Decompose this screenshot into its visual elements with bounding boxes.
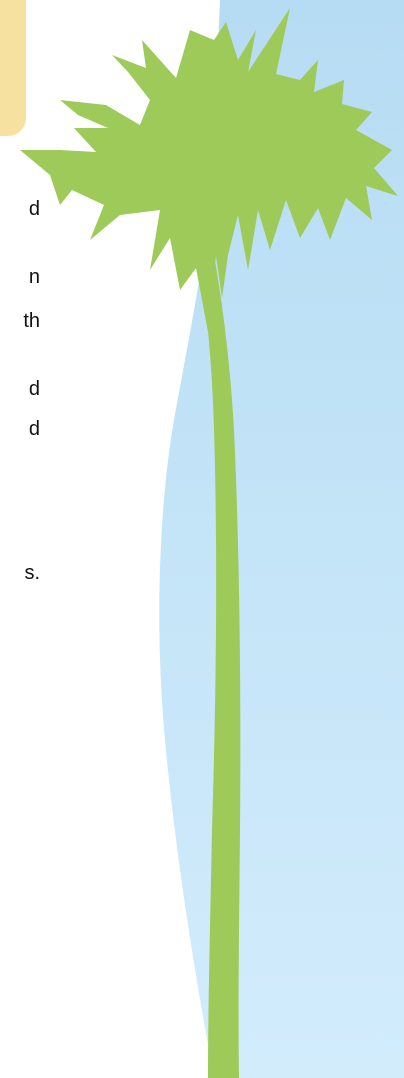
text-fragment: d bbox=[28, 378, 40, 400]
palm-frond-right bbox=[296, 104, 364, 170]
text-fragment: th bbox=[23, 310, 40, 332]
text-fragment: d bbox=[28, 198, 40, 220]
text-column: d n th d d s. bbox=[0, 0, 60, 1078]
callout-box bbox=[0, 0, 26, 136]
palm-crown bbox=[20, 8, 398, 332]
text-fragment: d bbox=[28, 418, 40, 440]
palm-frond-left bbox=[86, 130, 150, 188]
palm-frond-top bbox=[200, 46, 240, 96]
text-fragment: s. bbox=[24, 562, 40, 584]
text-fragment: n bbox=[28, 266, 40, 288]
palm-trunk bbox=[198, 255, 241, 1078]
